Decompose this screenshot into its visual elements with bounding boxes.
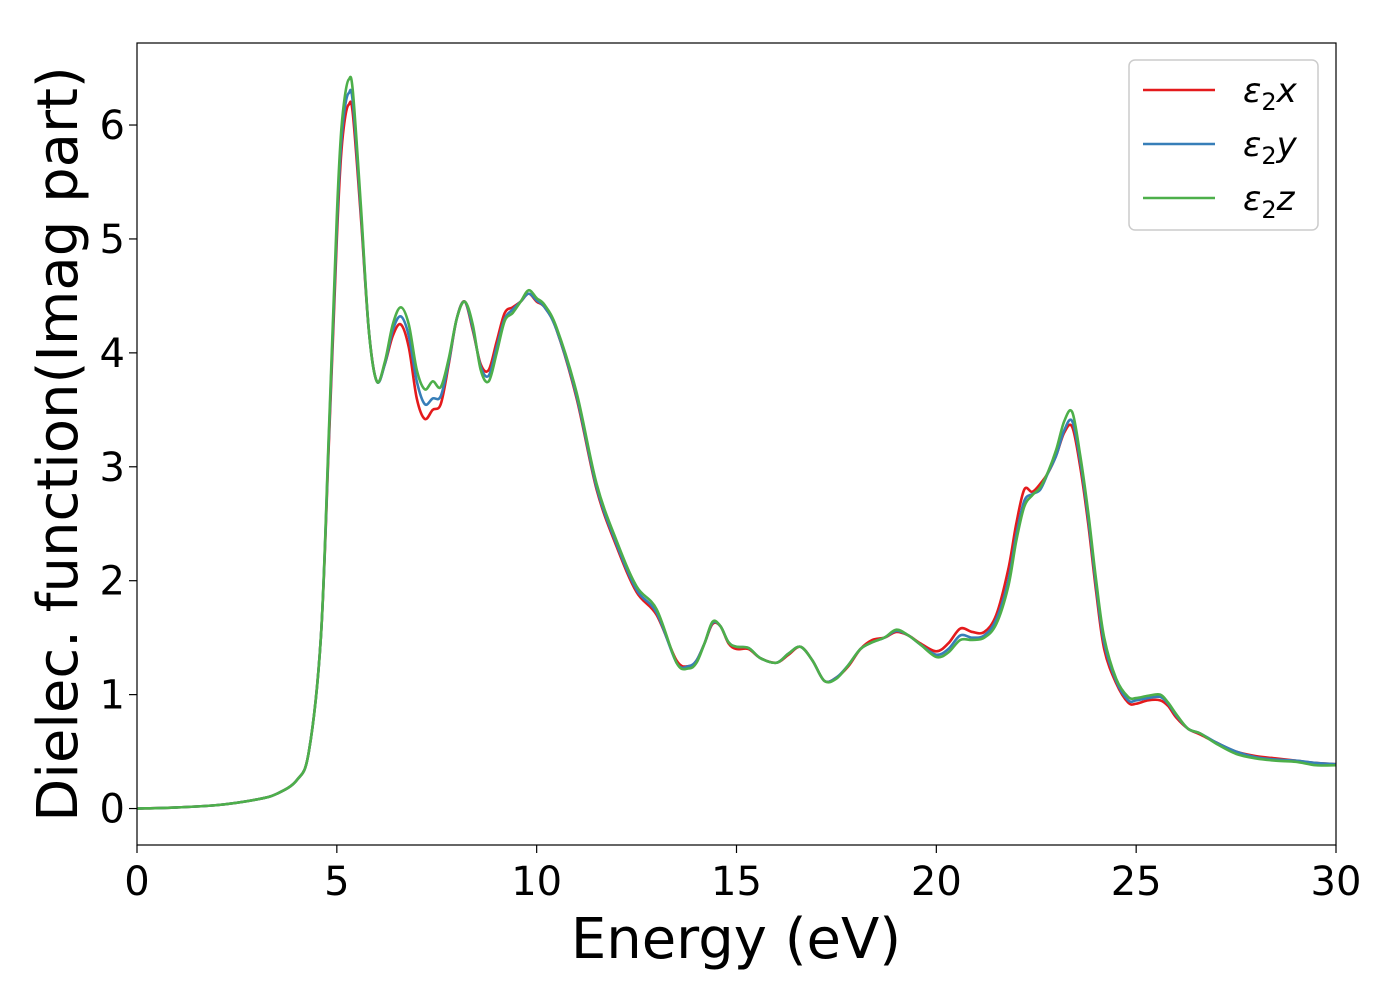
y-tick-label: 3 xyxy=(100,445,125,491)
x-axis: 0 5 10 15 20 25 30 xyxy=(124,845,1361,905)
x-tick-label: 25 xyxy=(1111,859,1162,905)
legend-label-x: ε2x xyxy=(1243,71,1298,116)
x-axis-title: Energy (eV) xyxy=(571,907,901,972)
legend-label-z: ε2z xyxy=(1243,179,1296,224)
y-axis: 0 1 2 3 4 5 6 xyxy=(100,103,137,833)
y-tick-label: 2 xyxy=(100,559,125,605)
x-tick-label: 15 xyxy=(711,859,762,905)
y-tick-label: 5 xyxy=(100,217,125,263)
y-tick-label: 1 xyxy=(100,673,125,719)
x-tick-label: 20 xyxy=(911,859,962,905)
x-tick-label: 10 xyxy=(511,859,562,905)
y-tick-label: 6 xyxy=(100,103,125,149)
y-tick-label: 0 xyxy=(100,787,125,833)
x-tick-label: 5 xyxy=(324,859,349,905)
y-axis-title: Dielec. function(Imag part) xyxy=(26,66,91,822)
legend: ε2x ε2y ε2z xyxy=(1128,59,1319,231)
y-tick-label: 4 xyxy=(100,331,125,377)
series-line-z xyxy=(136,75,1337,810)
legend-box xyxy=(1128,59,1319,231)
x-tick-label: 30 xyxy=(1311,859,1362,905)
x-tick-label: 0 xyxy=(124,859,149,905)
series-layer xyxy=(136,75,1337,810)
legend-label-y: ε2y xyxy=(1243,125,1298,170)
